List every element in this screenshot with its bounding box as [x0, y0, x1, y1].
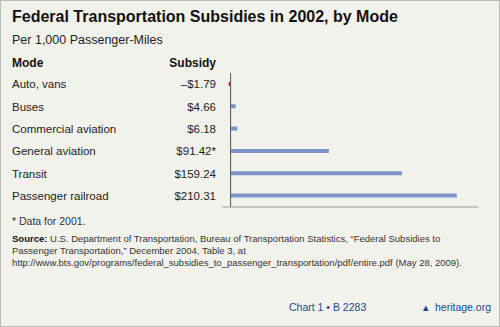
- svg-text:$91.42*: $91.42*: [176, 145, 216, 157]
- svg-text:Transit: Transit: [12, 168, 48, 180]
- svg-text:–$1.79: –$1.79: [181, 78, 216, 90]
- svg-text:$159.24: $159.24: [174, 168, 216, 180]
- html-text:Source: U.S. Department of Tra: Source: U.S. Department of Transportatio…: [12, 233, 462, 268]
- html-text:Mode: Mode: [12, 56, 44, 70]
- html-text:Per 1,000 Passenger-Miles: Per 1,000 Passenger-Miles: [12, 33, 163, 47]
- svg-text:$210.31: $210.31: [174, 190, 216, 202]
- svg-text:$4.66: $4.66: [187, 101, 216, 113]
- html-text:▲ heritage.org: ▲ heritage.org: [421, 301, 491, 313]
- html-text:Federal Transportation Subsidi: Federal Transportation Subsidies in 2002…: [12, 8, 398, 25]
- html-text:* Data for 2001.: * Data for 2001.: [12, 215, 86, 227]
- html-text:Subsidy: Subsidy: [169, 56, 216, 70]
- svg-text:Commercial aviation: Commercial aviation: [12, 123, 116, 135]
- html-text:Chart 1 • B 2283: Chart 1 • B 2283: [289, 301, 367, 313]
- svg-text:General aviation: General aviation: [12, 145, 96, 157]
- svg-text:$6.18: $6.18: [187, 123, 216, 135]
- svg-text:Passenger railroad: Passenger railroad: [12, 190, 109, 202]
- svg-text:Auto, vans: Auto, vans: [12, 78, 67, 90]
- svg-text:Buses: Buses: [12, 101, 44, 113]
